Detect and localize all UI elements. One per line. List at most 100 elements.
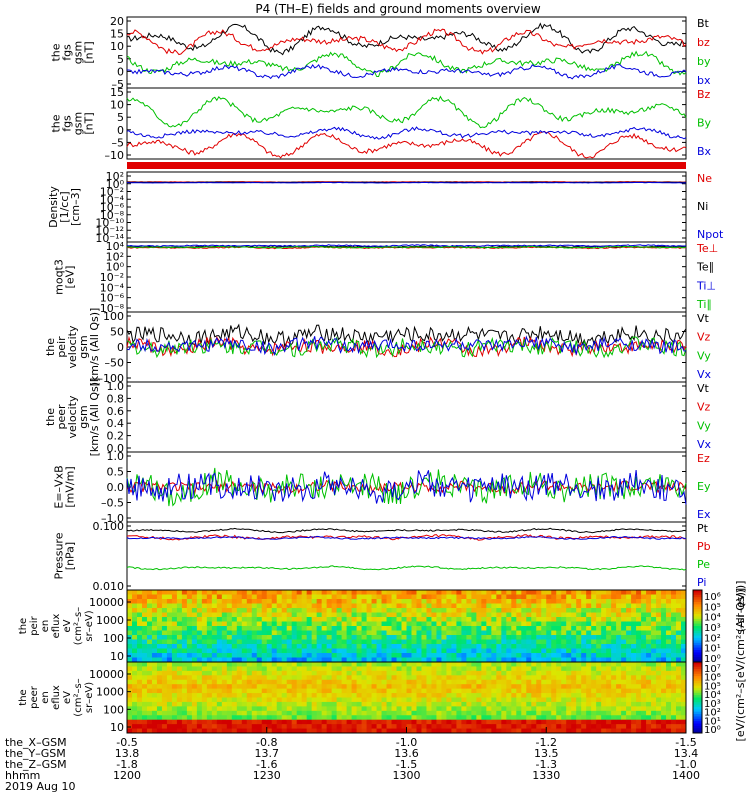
- spectrogram-cell: [496, 688, 502, 694]
- spectrogram-cell: [671, 653, 677, 658]
- spectrogram-cell: [291, 728, 298, 734]
- spectrogram-cell: [361, 644, 368, 649]
- spectrogram-cell: [481, 710, 487, 716]
- spectrogram-cell: [191, 693, 198, 698]
- spectrogram-cell: [581, 697, 587, 703]
- spectrogram-cell: [191, 621, 198, 627]
- spectrogram-cell: [541, 719, 547, 725]
- spectrogram-cell: [496, 679, 502, 685]
- spectrogram-cell: [286, 715, 293, 721]
- spectrogram-cell: [646, 706, 652, 712]
- spectrogram-cell: [201, 719, 208, 725]
- spectrogram-cell: [171, 724, 178, 730]
- spectrogram-cell: [361, 630, 368, 636]
- spectrogram-cell: [641, 666, 647, 672]
- spectrogram-cell: [211, 679, 218, 685]
- legend-entry: Ni: [697, 200, 708, 213]
- colorbar-cell: [693, 599, 702, 603]
- spectrogram-cell: [326, 679, 333, 685]
- spectrogram-cell: [511, 599, 517, 604]
- x-tick-label: 13.4: [674, 747, 699, 760]
- spectrogram-cell: [211, 603, 218, 609]
- spectrogram-cell: [681, 666, 687, 672]
- panel-frame: [126, 16, 687, 89]
- spectrogram-cell: [306, 706, 313, 712]
- spectrogram-cell: [446, 630, 452, 636]
- spectrogram-cell: [151, 724, 158, 730]
- spectrogram-cell: [646, 662, 652, 667]
- spectrogram-cell: [271, 693, 278, 698]
- spectrogram-cell: [576, 653, 582, 658]
- spectrogram-cell: [181, 590, 188, 595]
- spectrogram-cell: [376, 657, 383, 663]
- series-line-Pi: [126, 535, 687, 540]
- spectrogram-cell: [216, 675, 223, 681]
- spectrogram-cell: [626, 635, 632, 640]
- spectrogram-cell: [596, 617, 602, 622]
- colorbar-cell: [693, 602, 702, 605]
- spectrogram-cell: [166, 724, 173, 730]
- spectrogram-cell: [416, 648, 422, 654]
- spectrogram-cell: [161, 693, 168, 698]
- spectrogram-cell: [556, 617, 562, 622]
- spectrogram-cell: [376, 679, 383, 685]
- spectrogram-cell: [316, 594, 323, 600]
- y-axis-label: [nT]: [83, 112, 96, 134]
- spectrogram-cell: [166, 679, 173, 685]
- spectrogram-cell: [551, 662, 557, 667]
- spectrogram-cell: [571, 630, 577, 636]
- y-tick-label: 0.8: [107, 392, 125, 405]
- spectrogram-cell: [501, 653, 507, 658]
- spectrogram-cell: [246, 635, 253, 640]
- spectrogram-cell: [406, 648, 412, 654]
- spectrogram-cell: [376, 599, 383, 604]
- spectrogram-cell: [346, 608, 353, 613]
- spectrogram-cell: [156, 666, 163, 672]
- spectrogram-cell: [281, 590, 288, 595]
- spectrogram-cell: [356, 706, 363, 712]
- spectrogram-cell: [531, 684, 537, 690]
- spectrogram-cell: [476, 635, 482, 640]
- spectrogram-cell: [151, 715, 158, 721]
- y-axis-label: eflux: [51, 614, 62, 639]
- spectrogram-cell: [561, 706, 567, 712]
- spectrogram-cell: [676, 670, 682, 676]
- spectrogram-cell: [201, 666, 208, 672]
- spectrogram-cell: [176, 719, 183, 725]
- spectrogram-cell: [366, 630, 373, 636]
- spectrogram-cell: [391, 675, 398, 681]
- spectrogram-cell: [366, 612, 373, 618]
- spectrogram-cell: [316, 599, 323, 604]
- spectrogram-cell: [396, 639, 403, 645]
- spectrogram-cell: [526, 724, 532, 730]
- spectrogram-cell: [436, 608, 442, 613]
- spectrogram-cell: [531, 644, 537, 649]
- spectrogram-cell: [611, 710, 617, 716]
- spectrogram-cell: [271, 662, 278, 667]
- spectrogram-cell: [561, 635, 567, 640]
- spectrogram-cell: [326, 653, 333, 658]
- spectrogram-cell: [471, 710, 477, 716]
- spectrogram-cell: [471, 724, 477, 730]
- spectrogram-cell: [596, 693, 602, 698]
- spectrogram-cell: [621, 693, 627, 698]
- spectrogram-cell: [501, 657, 507, 663]
- spectrogram-cell: [546, 630, 552, 636]
- spectrogram-cell: [681, 662, 687, 667]
- spectrogram-cell: [186, 693, 193, 698]
- y-axis-label: (cm²–s–: [73, 607, 84, 645]
- spectrogram-cell: [641, 653, 647, 658]
- spectrogram-cell: [296, 670, 303, 676]
- spectrogram-cell: [401, 706, 407, 712]
- spectrogram-cell: [446, 603, 452, 609]
- spectrogram-cell: [661, 630, 667, 636]
- spectrogram-cell: [526, 603, 532, 609]
- spectrogram-cell: [381, 621, 388, 627]
- spectrogram-cell: [676, 630, 682, 636]
- spectrogram-cell: [306, 679, 313, 685]
- spectrogram-cell: [276, 599, 283, 604]
- spectrogram-cell: [631, 684, 637, 690]
- spectrogram-cell: [476, 662, 482, 667]
- spectrogram-cell: [351, 693, 358, 698]
- spectrogram-cell: [221, 621, 228, 627]
